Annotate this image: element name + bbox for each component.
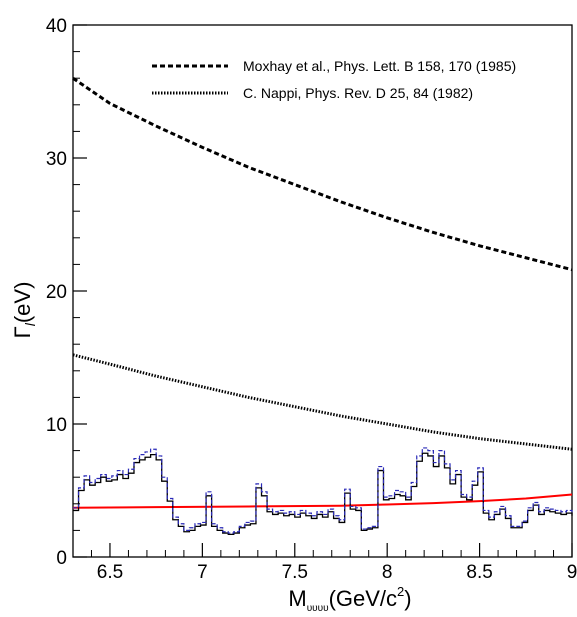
x-axis-subscript: υυυυ xyxy=(307,603,329,614)
series-line-solid-red xyxy=(72,493,573,509)
y-tick-label: 10 xyxy=(46,415,67,436)
x-axis-unit: (GeV/c xyxy=(329,586,397,611)
y-axis-subscript: l xyxy=(22,322,38,326)
y-axis-unit: (eV) xyxy=(10,282,35,324)
x-axis-superscript: 2 xyxy=(397,584,404,599)
y-tick-label: 0 xyxy=(56,548,67,569)
y-axis-title: Γl(eV) xyxy=(10,282,38,339)
series-line-dashed xyxy=(72,76,573,272)
x-tick-label: 7 xyxy=(197,562,208,583)
plot-frame xyxy=(72,24,573,558)
x-axis-symbol: M xyxy=(288,586,306,611)
series-layer xyxy=(72,76,573,536)
x-axis-title: Mυυυυ(GeV/c2) xyxy=(288,584,411,614)
series-line-dotted xyxy=(72,353,573,451)
x-tick-label: 8.5 xyxy=(466,562,492,583)
y-tick-label: 30 xyxy=(46,149,67,170)
y-tick-label: 40 xyxy=(46,16,67,37)
x-tick-label: 7.5 xyxy=(282,562,308,583)
y-axis-symbol: Γ xyxy=(10,326,35,338)
legend: Moxhay et al., Phys. Lett. B 158, 170 (1… xyxy=(152,58,516,101)
x-axis-close: ) xyxy=(404,586,411,611)
ticks-layer: 6.5 7 7.5 8 8.5 9 0 10 20 30 40 xyxy=(46,16,577,583)
x-tick-label: 8 xyxy=(382,562,393,583)
series-line-step-black xyxy=(73,452,573,536)
y-tick-label: 20 xyxy=(46,282,67,303)
legend-label: C. Nappi, Phys. Rev. D 25, 84 (1982) xyxy=(243,85,473,101)
x-tick-label: 6.5 xyxy=(97,562,123,583)
x-tick-label: 9 xyxy=(567,562,577,583)
series-line-dashed-blue xyxy=(73,447,573,534)
legend-label: Moxhay et al., Phys. Lett. B 158, 170 (1… xyxy=(243,58,516,74)
